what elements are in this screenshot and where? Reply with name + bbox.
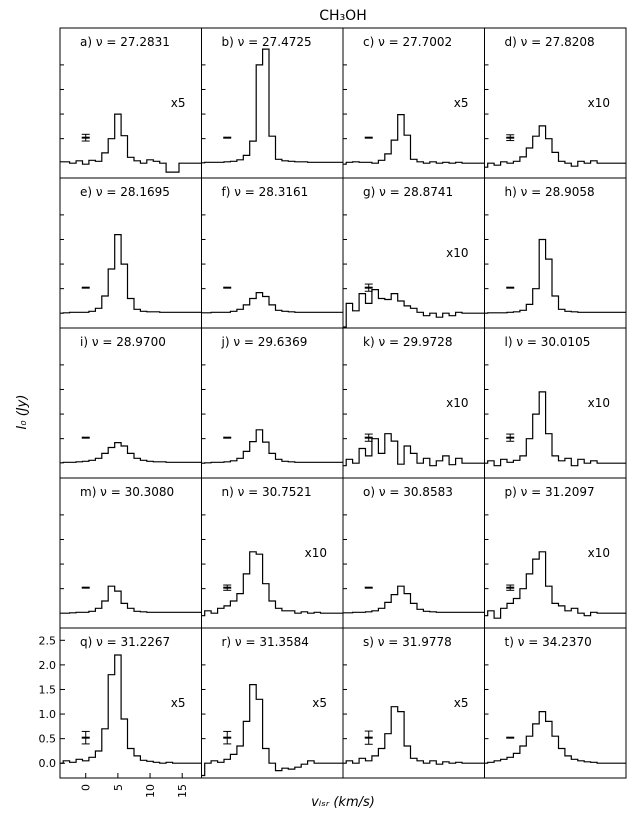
spectrum-line: [343, 289, 485, 328]
spectrum-line: [60, 585, 202, 614]
x-tick-label: 5: [112, 784, 125, 791]
x-tick-label: 0: [80, 784, 93, 791]
spectrum-line: [201, 292, 343, 314]
panel-label: s) ν = 31.9778: [363, 635, 452, 649]
spectrum-line: [60, 442, 202, 464]
spectrum-line: [201, 551, 343, 617]
spectrum-line: [484, 711, 626, 764]
spectrum-line: [60, 654, 202, 764]
panel-grid: a) ν = 27.2831 x5 b) ν = 27.4725 c) ν = 27.…: [39, 27, 627, 798]
panel-label: h) ν = 28.9058: [505, 185, 595, 199]
panel-scale-factor: x10: [446, 246, 468, 260]
panel-scale-factor: x10: [446, 396, 468, 410]
panel-frame: [484, 177, 627, 329]
spectrum-line: [60, 234, 202, 314]
panel-label: j) ν = 29.6369: [221, 335, 308, 349]
panel-label: p) ν = 31.2097: [505, 485, 595, 499]
spectrum-line: [343, 114, 485, 165]
panel-frame: [201, 327, 344, 479]
panel-label: m) ν = 30.3080: [80, 485, 174, 499]
x-axis-label: vₗₛᵣ (km/s): [311, 795, 375, 810]
x-tick-label: 15: [176, 784, 189, 798]
panel-scale-factor: x5: [171, 96, 186, 110]
panel-label: i) ν = 28.9700: [80, 335, 166, 349]
panel-scale-factor: x10: [588, 396, 610, 410]
panel-scale-factor: x10: [305, 546, 327, 560]
panel-scale-factor: x10: [588, 546, 610, 560]
panel-scale-factor: x5: [454, 96, 469, 110]
panel-frame: [342, 477, 485, 629]
y-tick-label: 1.0: [39, 708, 57, 721]
panel-frame: [59, 327, 202, 479]
panel-label: b) ν = 27.4725: [222, 35, 312, 49]
spectrum-line: [343, 706, 485, 765]
spectrum-line: [201, 684, 343, 777]
y-tick-label: 2.5: [39, 634, 57, 647]
panel-label: a) ν = 27.2831: [80, 35, 170, 49]
panel-label: q) ν = 31.2267: [80, 635, 170, 649]
panel-label: t) ν = 34.2370: [505, 635, 592, 649]
panel-scale-factor: x5: [454, 696, 469, 710]
panel-label: c) ν = 27.7002: [363, 35, 452, 49]
figure-title: CH₃OH: [319, 8, 366, 24]
x-tick-label: 10: [144, 784, 157, 798]
y-tick-label: 2.0: [39, 659, 57, 672]
panel-scale-factor: x5: [312, 696, 327, 710]
spectrum-line: [201, 429, 343, 464]
panel-label: r) ν = 31.3584: [222, 635, 309, 649]
panel-frame: [484, 627, 627, 779]
panel-frame: [201, 27, 344, 179]
panel-scale-factor: x10: [588, 96, 610, 110]
spectrum-line: [343, 585, 485, 614]
y-axis-label: I₀ (Jy): [15, 395, 30, 430]
panel-label: d) ν = 27.8208: [505, 35, 595, 49]
panel-label: l) ν = 30.0105: [505, 335, 591, 349]
y-tick-label: 0.0: [39, 757, 57, 770]
panel-scale-factor: x5: [171, 696, 186, 710]
spectrum-line: [484, 125, 626, 168]
spectrum-line: [343, 433, 485, 467]
spectrum-line: [60, 113, 202, 173]
y-tick-label: 1.5: [39, 683, 57, 696]
panel-label: g) ν = 28.8741: [363, 185, 453, 199]
panel-frame: [59, 177, 202, 329]
spectrum-line: [484, 551, 626, 619]
panel-label: n) ν = 30.7521: [222, 485, 312, 499]
panel-label: f) ν = 28.3161: [222, 185, 309, 199]
y-tick-label: 0.5: [39, 733, 57, 746]
spectrum-line: [201, 48, 343, 164]
spectrum-line: [484, 238, 626, 314]
panel-label: e) ν = 28.1695: [80, 185, 170, 199]
panel-label: o) ν = 30.8583: [363, 485, 453, 499]
panel-frame: [59, 477, 202, 629]
spectrum-line: [484, 391, 626, 467]
panel-label: k) ν = 29.9728: [363, 335, 452, 349]
